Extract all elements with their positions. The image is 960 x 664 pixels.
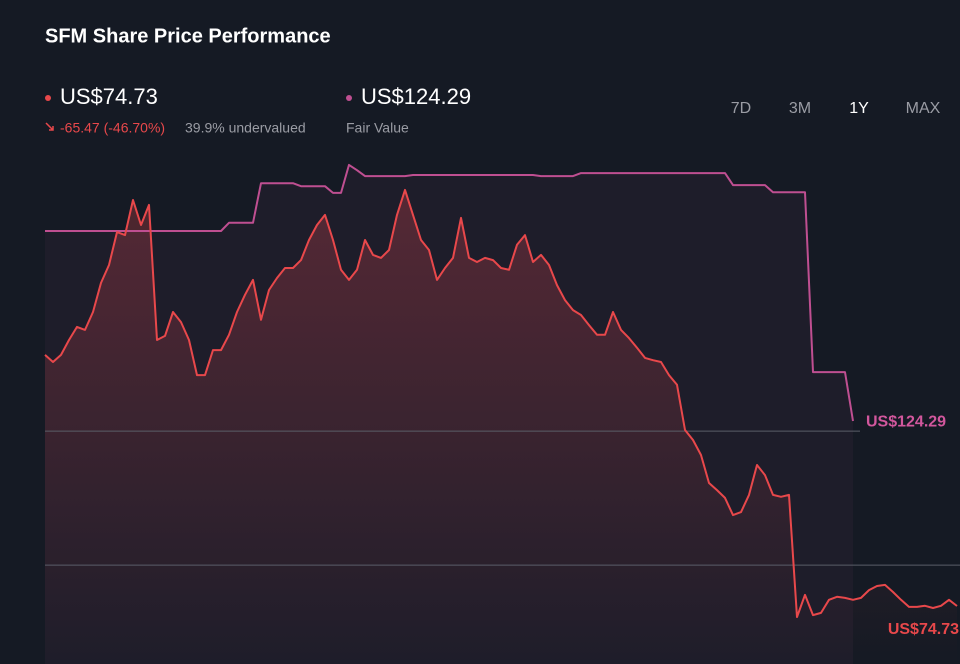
chart-title: SFM Share Price Performance — [45, 25, 331, 47]
price-line — [44, 188, 958, 618]
price-dot — [45, 95, 51, 101]
fair-value: US$124.29 — [361, 84, 471, 109]
down-arrow — [45, 122, 54, 131]
fair-value-line — [45, 163, 854, 422]
range-button[interactable]: 3M — [789, 100, 811, 117]
price-area — [45, 189, 957, 664]
range-button[interactable]: MAX — [906, 100, 941, 117]
price-end-label: US$74.73 — [888, 621, 959, 638]
valuation: 39.9% undervalued — [185, 120, 306, 136]
legend-label: Fair Value — [346, 120, 409, 136]
fair-value-end-label: US$124.29 — [866, 413, 946, 430]
price-change: -65.47 (-46.70%) — [60, 120, 165, 136]
range-button[interactable]: 1Y — [849, 100, 869, 117]
price-value: US$74.73 — [60, 84, 158, 109]
range-button[interactable]: 7D — [731, 100, 751, 117]
fair-value-area — [45, 164, 853, 664]
fair-value-dot — [346, 95, 352, 101]
